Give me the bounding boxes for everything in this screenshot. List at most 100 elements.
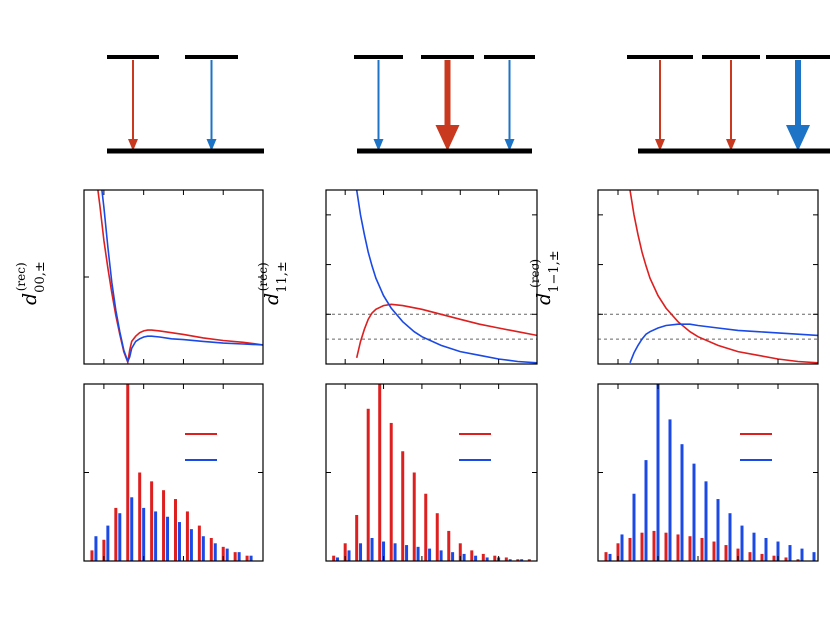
arrow-head xyxy=(786,125,810,151)
bar-minus xyxy=(462,553,466,561)
bar-minus xyxy=(728,513,732,561)
bar-plus xyxy=(185,511,189,561)
svg-text:d00,±(rec): d00,±(rec) xyxy=(14,261,48,305)
bar-minus xyxy=(359,543,363,561)
bar-minus xyxy=(800,548,804,561)
bar-plus xyxy=(504,557,508,561)
bar-minus xyxy=(764,537,768,561)
level-diagram-c xyxy=(627,55,830,154)
bar-plus xyxy=(652,530,656,561)
bar-plus xyxy=(126,384,130,561)
bar-minus xyxy=(704,481,708,561)
bar-minus xyxy=(752,532,756,561)
arrow-head xyxy=(726,139,736,151)
bar-minus xyxy=(812,552,816,561)
bar-minus xyxy=(508,559,512,561)
series-line-minus xyxy=(355,190,537,364)
bar-plus xyxy=(102,539,106,561)
bar-plus xyxy=(796,559,800,561)
y-axis-label: d1−1,±(rec) xyxy=(528,250,562,305)
bar-plus xyxy=(688,536,692,561)
bar-plus xyxy=(150,481,154,561)
bar-plus xyxy=(366,408,370,561)
bar-minus xyxy=(393,543,397,561)
level-diagram-a xyxy=(107,55,264,154)
bar-minus xyxy=(520,559,524,561)
chart-panel-f: d1−1,±(rec) xyxy=(528,189,819,365)
chart-panel-i xyxy=(597,383,819,562)
bar-minus xyxy=(620,534,624,561)
bar-minus xyxy=(177,522,181,561)
bar-minus xyxy=(416,546,420,561)
axes-frame xyxy=(597,189,819,365)
bar-plus xyxy=(772,555,776,561)
bar-plus xyxy=(162,490,166,561)
bar-plus xyxy=(470,550,474,561)
bar-minus xyxy=(656,384,660,561)
bar-plus xyxy=(481,553,485,561)
svg-text:d11,±(rec): d11,±(rec) xyxy=(256,261,290,305)
bar-plus xyxy=(724,545,728,561)
bar-plus xyxy=(378,384,382,561)
bar-plus xyxy=(138,472,142,561)
bar-plus xyxy=(424,493,428,561)
bar-plus xyxy=(458,543,462,561)
arrow-head xyxy=(435,125,460,151)
bar-plus xyxy=(736,548,740,561)
bar-plus xyxy=(447,530,451,561)
y-axis-label: d11,±(rec) xyxy=(256,261,290,305)
chart-panel-e: d11,±(rec) xyxy=(256,189,538,365)
bar-minus xyxy=(644,460,648,561)
bar-plus xyxy=(760,553,764,561)
bar-minus xyxy=(142,507,146,561)
bar-plus xyxy=(173,499,177,561)
bar-minus xyxy=(249,555,253,561)
bar-minus xyxy=(451,552,455,561)
arrow-head xyxy=(655,139,665,151)
bar-plus xyxy=(712,541,716,561)
bar-minus xyxy=(680,444,684,561)
series-line-minus xyxy=(629,323,818,364)
bar-minus xyxy=(692,463,696,561)
bar-minus xyxy=(201,536,205,561)
y-axis-label: d00,±(rec) xyxy=(14,261,48,305)
bar-plus xyxy=(114,507,118,561)
bar-minus xyxy=(189,529,193,561)
series-line-plus xyxy=(97,190,263,364)
bar-minus xyxy=(716,499,720,561)
bar-minus xyxy=(336,557,340,561)
bar-plus xyxy=(676,534,680,561)
bar-plus xyxy=(355,514,359,561)
bar-plus xyxy=(628,537,632,561)
bar-minus xyxy=(154,511,158,561)
bar-plus xyxy=(664,532,668,561)
bar-plus xyxy=(389,422,393,561)
arrow-head xyxy=(128,139,138,151)
bar-plus xyxy=(604,552,608,561)
bar-minus xyxy=(225,548,229,561)
bar-plus xyxy=(197,525,201,561)
bar-minus xyxy=(347,550,351,561)
bar-plus xyxy=(401,451,405,561)
bar-plus xyxy=(435,513,439,561)
bar-minus xyxy=(776,541,780,561)
bar-minus xyxy=(428,548,432,561)
bar-plus xyxy=(90,550,94,561)
series-line-plus xyxy=(629,190,818,364)
arrow-head xyxy=(373,139,384,151)
bar-minus xyxy=(632,493,636,561)
axes-frame xyxy=(83,383,264,562)
bar-plus xyxy=(616,543,620,561)
bar-plus xyxy=(233,552,237,561)
chart-panel-d: d00,±(rec) xyxy=(14,189,264,365)
svg-text:d1−1,±(rec): d1−1,±(rec) xyxy=(528,250,562,305)
bar-plus xyxy=(516,559,520,561)
bar-minus xyxy=(608,553,612,561)
bar-plus xyxy=(748,552,752,561)
bar-minus xyxy=(237,552,241,561)
bar-plus xyxy=(343,543,347,561)
bar-plus xyxy=(527,559,531,561)
bar-plus xyxy=(221,546,225,561)
bar-minus xyxy=(485,557,489,561)
bar-minus xyxy=(106,525,110,561)
